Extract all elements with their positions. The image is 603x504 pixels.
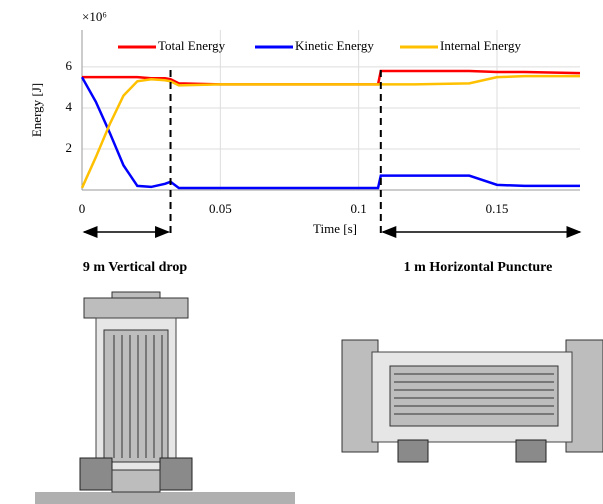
series-line <box>82 77 580 188</box>
impact-limiter <box>80 458 112 490</box>
impact-limiter <box>398 440 428 462</box>
impact-limiter <box>160 458 192 490</box>
basket <box>390 366 558 426</box>
x-tick-label: 0.1 <box>351 201 367 216</box>
y-multiplier: ×10⁶ <box>82 9 107 24</box>
x-tick-label: 0.05 <box>209 201 232 216</box>
figure: ×10⁶ Energy [J] Time [s] 9 m Vertical dr… <box>0 0 603 504</box>
y-tick-label: 2 <box>66 140 73 155</box>
vertical-drop-model <box>35 292 295 504</box>
y-tick-label: 4 <box>66 99 73 114</box>
y-axis-label: Energy [J] <box>29 83 44 137</box>
y-tick-label: 6 <box>66 58 73 73</box>
legend-label: Internal Energy <box>440 38 521 53</box>
impact-limiter <box>84 298 188 318</box>
horizontal-puncture-model <box>342 340 603 462</box>
series-line <box>82 76 580 188</box>
impact-limiter <box>112 470 160 492</box>
x-axis-label: Time [s] <box>313 221 357 236</box>
x-tick-label: 0 <box>79 201 86 216</box>
legend-label: Kinetic Energy <box>295 38 374 53</box>
x-tick-label: 0.15 <box>486 201 509 216</box>
ground <box>35 492 295 504</box>
annotation: 1 m Horizontal Puncture <box>404 260 553 275</box>
annotation: 9 m Vertical drop <box>83 260 188 275</box>
impact-limiter <box>516 440 546 462</box>
legend-label: Total Energy <box>158 38 226 53</box>
